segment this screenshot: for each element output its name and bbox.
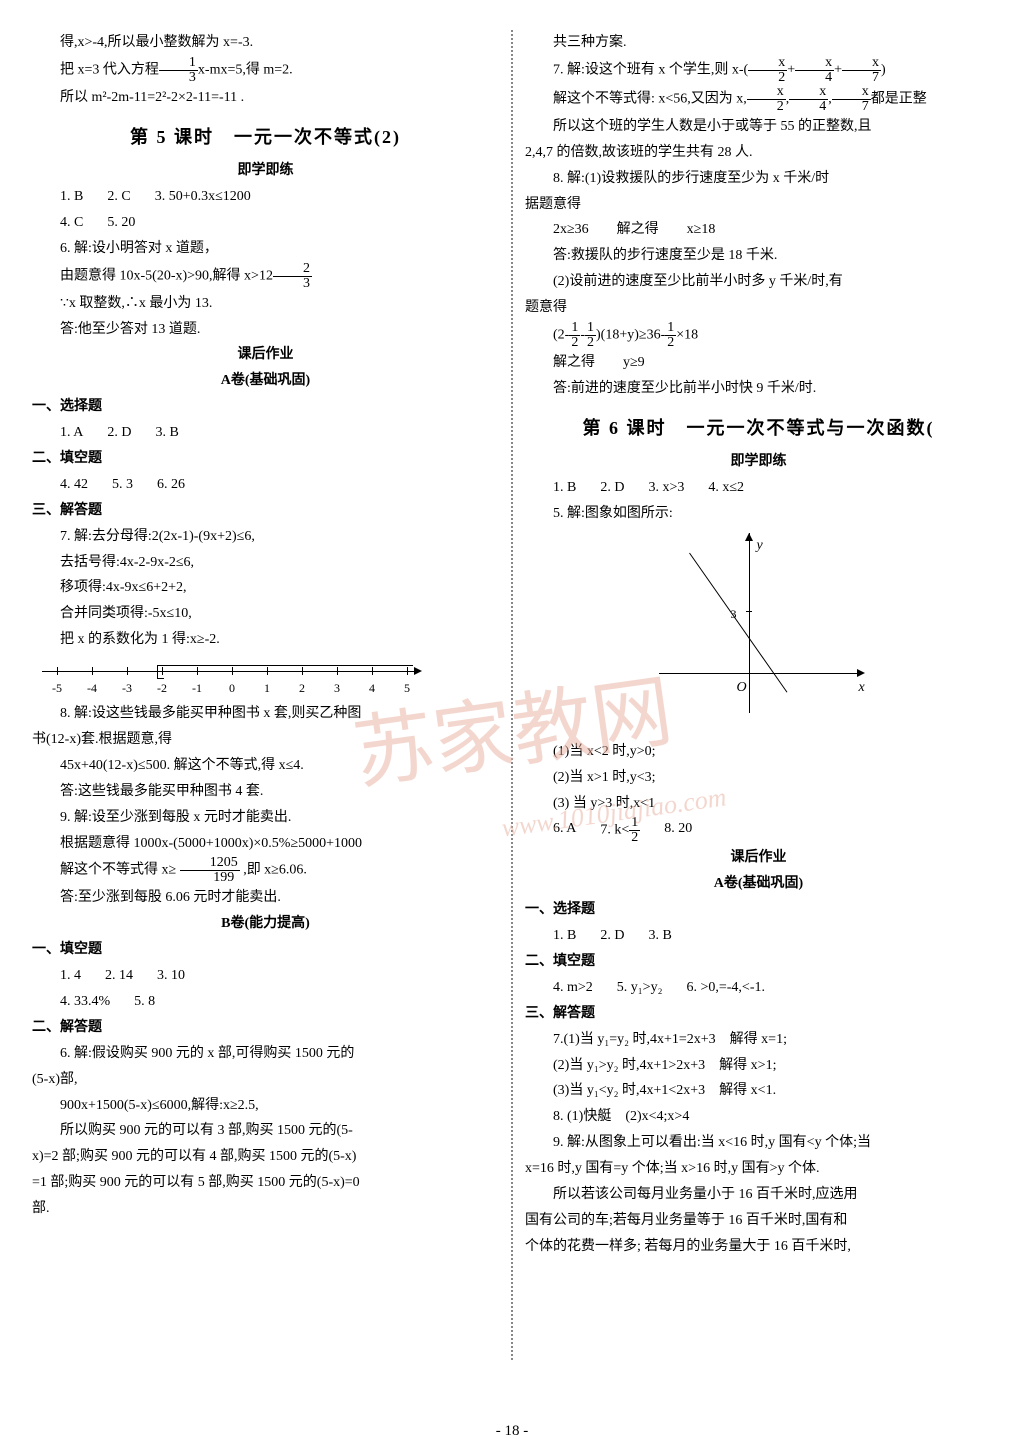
page-number: - 18 - bbox=[0, 1423, 1024, 1440]
text-line: (2-12-12)(18+y)≥36-12×18 bbox=[525, 321, 992, 350]
text-line: 部. bbox=[32, 1196, 499, 1222]
answer-row: 1. B2. C3. 50+0.3x≤1200 bbox=[32, 184, 499, 210]
number-line: -5 -4 -3 -2 -1 0 1 2 3 4 5 bbox=[42, 661, 422, 697]
text-line: 题意得 bbox=[525, 295, 992, 321]
text-line: (3)当 y₁<y₂ 时,4x+1<2x+3 解得 x<1. bbox=[525, 1078, 992, 1104]
text-line: 45x+40(12-x)≤500. 解这个不等式,得 x≤4. bbox=[32, 753, 499, 779]
text-line: 所以若该公司每月业务量小于 16 百千米时,应选用 bbox=[525, 1182, 992, 1208]
answer-row: 6. A7. k<128. 20 bbox=[525, 816, 992, 845]
text-line: (1)当 x<2 时,y>0; bbox=[525, 739, 992, 765]
subheading: A卷(基础巩固) bbox=[32, 368, 499, 394]
text-line: (3) 当 y>3 时,x<1 bbox=[525, 791, 992, 817]
subheading: 即学即练 bbox=[525, 449, 992, 475]
subheading: 课后作业 bbox=[32, 342, 499, 368]
text-line: x=16 时,y 国有=y 个体;当 x>16 时,y 国有>y 个体. bbox=[525, 1156, 992, 1182]
text-line: 答:这些钱最多能买甲种图书 4 套. bbox=[32, 779, 499, 805]
answer-row: 1. A2. D3. B bbox=[32, 420, 499, 446]
lesson-6-heading: 第 6 课时 一元一次不等式与一次函数( bbox=[525, 412, 992, 445]
text-line: 国有公司的车;若每月业务量等于 16 百千米时,国有和 bbox=[525, 1208, 992, 1234]
text-line: 把 x=3 代入方程13x-mx=5,得 m=2. bbox=[32, 56, 499, 85]
text-line: (5-x)部, bbox=[32, 1067, 499, 1093]
text-line: 合并同类项得:-5x≤10, bbox=[32, 601, 499, 627]
left-column: 得,x>-4,所以最小整数解为 x=-3. 把 x=3 代入方程13x-mx=5… bbox=[20, 30, 511, 1360]
text-line: 8. (1)快艇 (2)x<4;x>4 bbox=[525, 1104, 992, 1130]
text-line: 根据题意得 1000x-(5000+1000x)×0.5%≥5000+1000 bbox=[32, 831, 499, 857]
text-line: 所以这个班的学生人数是小于或等于 55 的正整数,且 bbox=[525, 114, 992, 140]
section-heading: 一、选择题 bbox=[32, 394, 499, 420]
text-line: 共三种方案. bbox=[525, 30, 992, 56]
right-column: 共三种方案. 7. 解:设这个班有 x 个学生,则 x-(x2+x4+x7) 解… bbox=[513, 30, 1004, 1360]
subheading: B卷(能力提高) bbox=[32, 911, 499, 937]
text-line: 个体的花费一样多; 若每月的业务量大于 16 百千米时, bbox=[525, 1234, 992, 1260]
text-line: 2x≥36 解之得 x≥18 bbox=[525, 217, 992, 243]
text-line: 8. 解:设这些钱最多能买甲种图书 x 套,则买乙种图 bbox=[32, 701, 499, 727]
text-line: x)=2 部;购买 900 元的可以有 4 部,购买 1500 元的(5-x) bbox=[32, 1144, 499, 1170]
text-line: 解之得 y≥9 bbox=[525, 350, 992, 376]
lesson-5-heading: 第 5 课时 一元一次不等式(2) bbox=[32, 121, 499, 154]
text-line: 9. 解:从图象上可以看出:当 x<16 时,y 国有<y 个体;当 bbox=[525, 1130, 992, 1156]
section-heading: 二、解答题 bbox=[32, 1015, 499, 1041]
section-heading: 二、填空题 bbox=[525, 949, 992, 975]
text-line: 把 x 的系数化为 1 得:x≥-2. bbox=[32, 627, 499, 653]
text-line: =1 部;购买 900 元的可以有 5 部,购买 1500 元的(5-x)=0 bbox=[32, 1170, 499, 1196]
text-line: 解这个不等式得: x<56,又因为 x,x2,x4,x7都是正整 bbox=[525, 85, 992, 114]
text-line: (2)当 x>1 时,y<3; bbox=[525, 765, 992, 791]
page-container: 得,x>-4,所以最小整数解为 x=-3. 把 x=3 代入方程13x-mx=5… bbox=[0, 0, 1024, 1380]
text-line: 9. 解:设至少涨到每股 x 元时才能卖出. bbox=[32, 805, 499, 831]
function-graph: yxO 3 bbox=[649, 533, 869, 733]
answer-row: 4. m>25. y₁>y₂6. >0,=-4,<-1. bbox=[525, 975, 992, 1001]
section-heading: 一、填空题 bbox=[32, 937, 499, 963]
text-line: 7. 解:设这个班有 x 个学生,则 x-(x2+x4+x7) bbox=[525, 56, 992, 85]
text-line: 7. 解:去分母得:2(2x-1)-(9x+2)≤6, bbox=[32, 524, 499, 550]
subheading: 即学即练 bbox=[32, 158, 499, 184]
text-line: (2)设前进的速度至少比前半小时多 y 千米/时,有 bbox=[525, 269, 992, 295]
text-line: 6. 解:假设购买 900 元的 x 部,可得购买 1500 元的 bbox=[32, 1041, 499, 1067]
text-line: 5. 解:图象如图所示: bbox=[525, 501, 992, 527]
text-line: 答:至少涨到每股 6.06 元时才能卖出. bbox=[32, 885, 499, 911]
text-line: 6. 解:设小明答对 x 道题， bbox=[32, 236, 499, 262]
answer-row: 4. 33.4%5. 8 bbox=[32, 989, 499, 1015]
section-heading: 三、解答题 bbox=[32, 498, 499, 524]
answer-row: 1. 42. 143. 10 bbox=[32, 963, 499, 989]
section-heading: 二、填空题 bbox=[32, 446, 499, 472]
text-line: 答:他至少答对 13 道题. bbox=[32, 317, 499, 343]
answer-row: 4. 425. 36. 26 bbox=[32, 472, 499, 498]
text-line: 解这个不等式得 x≥ 1205199 ,即 x≥6.06. bbox=[32, 856, 499, 885]
answer-row: 1. B2. D3. B bbox=[525, 923, 992, 949]
text-line: 得,x>-4,所以最小整数解为 x=-3. bbox=[32, 30, 499, 56]
text-line: 答:救援队的步行速度至少是 18 千米. bbox=[525, 243, 992, 269]
text-line: 去括号得:4x-2-9x-2≤6, bbox=[32, 550, 499, 576]
text-line: 所以购买 900 元的可以有 3 部,购买 1500 元的(5- bbox=[32, 1118, 499, 1144]
text-line: 据题意得 bbox=[525, 192, 992, 218]
text-line: 7.(1)当 y₁=y₂ 时,4x+1=2x+3 解得 x=1; bbox=[525, 1027, 992, 1053]
text-line: ∵x 取整数,∴x 最小为 13. bbox=[32, 291, 499, 317]
subheading: 课后作业 bbox=[525, 845, 992, 871]
section-heading: 一、选择题 bbox=[525, 897, 992, 923]
text-line: 2,4,7 的倍数,故该班的学生共有 28 人. bbox=[525, 140, 992, 166]
text-line: 900x+1500(5-x)≤6000,解得:x≥2.5, bbox=[32, 1093, 499, 1119]
text-line: 8. 解:(1)设救援队的步行速度至少为 x 千米/时 bbox=[525, 166, 992, 192]
text-line: 移项得:4x-9x≤6+2+2, bbox=[32, 575, 499, 601]
text-line: (2)当 y₁>y₂ 时,4x+1>2x+3 解得 x>1; bbox=[525, 1053, 992, 1079]
text-line: 由题意得 10x-5(20-x)>90,解得 x>1223 bbox=[32, 262, 499, 291]
answer-row: 1. B2. D3. x>34. x≤2 bbox=[525, 475, 992, 501]
text-line: 答:前进的速度至少比前半小时快 9 千米/时. bbox=[525, 376, 992, 402]
text-line: 书(12-x)套.根据题意,得 bbox=[32, 727, 499, 753]
subheading: A卷(基础巩固) bbox=[525, 871, 992, 897]
text-line: 所以 m²-2m-11=2²-2×2-11=-11 . bbox=[32, 85, 499, 111]
section-heading: 三、解答题 bbox=[525, 1001, 992, 1027]
answer-row: 4. C5. 20 bbox=[32, 210, 499, 236]
